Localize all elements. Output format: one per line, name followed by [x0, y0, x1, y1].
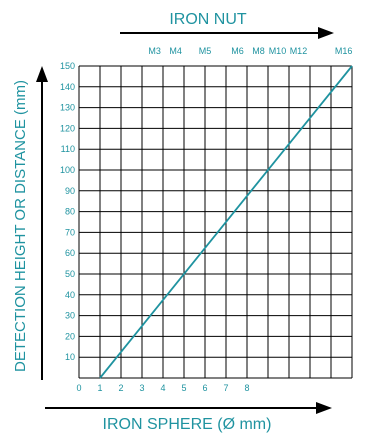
- y-tick-label: 120: [60, 123, 75, 133]
- nut-size-label: M16: [335, 46, 353, 56]
- y-tick-label: 60: [65, 248, 75, 258]
- series-layer: [99, 65, 353, 379]
- x-tick-label: 7: [223, 383, 228, 393]
- x-tick-label: 6: [202, 383, 207, 393]
- y-tick-label: 110: [61, 144, 75, 154]
- grid: [78, 65, 353, 379]
- y-tick-label: 40: [65, 290, 75, 300]
- x-tick-label: 1: [97, 383, 102, 393]
- y-tick-label: 140: [60, 82, 75, 92]
- nut-size-label: M8: [252, 46, 265, 56]
- x-tick-label: 3: [139, 383, 144, 393]
- nut-size-label: M12: [290, 46, 308, 56]
- y-tick-label: 90: [65, 186, 75, 196]
- nut-size-label: M3: [148, 46, 161, 56]
- nut-size-label: M5: [199, 46, 212, 56]
- y-tick-labels: 10 20 30 40 50 60 70 80 90 100 110 120 130 140 150: [60, 61, 75, 362]
- x-tick-label: 0: [76, 383, 81, 393]
- top-axis-arrowhead: [318, 27, 334, 39]
- y-tick-label: 50: [65, 269, 75, 279]
- y-tick-label: 80: [65, 207, 75, 217]
- y-tick-label: 20: [65, 331, 75, 341]
- y-tick-label: 10: [65, 352, 75, 362]
- y-tick-label: 70: [65, 227, 75, 237]
- y-tick-label: 130: [60, 103, 75, 113]
- x-axis-title: IRON SPHERE (Ø mm): [103, 416, 272, 433]
- y-tick-label: 150: [60, 61, 75, 71]
- y-tick-label: 30: [65, 311, 75, 321]
- nut-size-label: M4: [169, 46, 182, 56]
- series-line: [99, 65, 353, 379]
- top-axis-title: IRON NUT: [169, 11, 247, 28]
- y-axis-arrowhead: [36, 66, 48, 82]
- x-tick-label: 4: [160, 383, 165, 393]
- y-axis-title: DETECTION HEIGHT OR DISTANCE (mm): [12, 80, 29, 372]
- x-tick-label: 5: [181, 383, 186, 393]
- nut-size-labels: M3 M4 M5 M6 M8 M10 M12 M16: [148, 46, 352, 56]
- nut-size-label: M10: [269, 46, 287, 56]
- x-tick-label: 8: [244, 383, 249, 393]
- nut-size-label: M6: [231, 46, 244, 56]
- y-tick-label: 100: [60, 165, 75, 175]
- x-tick-labels: 0 1 2 3 4 5 6 7 8: [76, 383, 249, 393]
- bottom-axis-arrowhead: [316, 402, 332, 414]
- x-tick-label: 2: [118, 383, 123, 393]
